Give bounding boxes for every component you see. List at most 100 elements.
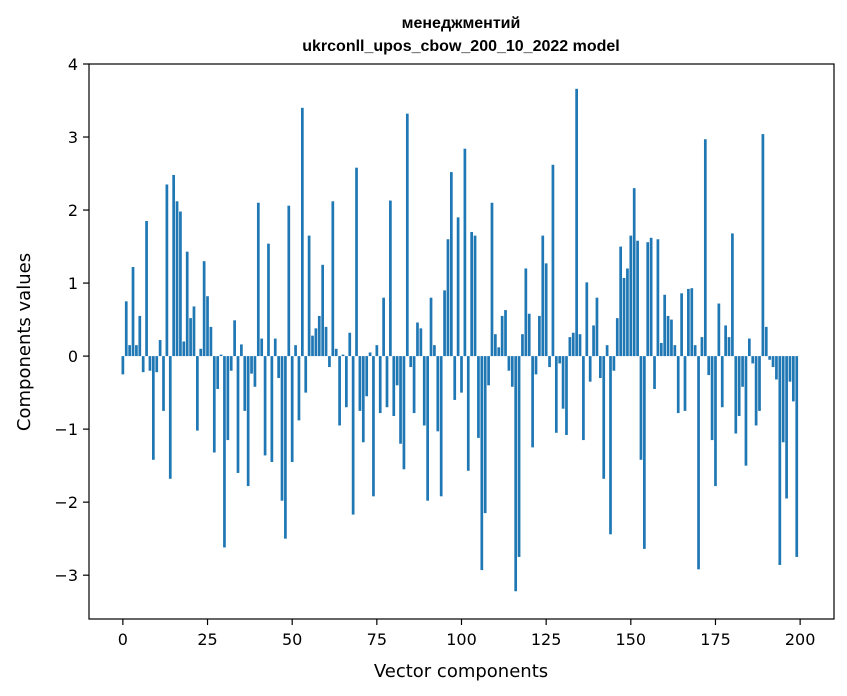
- bar: [243, 356, 247, 411]
- bar: [659, 342, 663, 357]
- bar: [216, 356, 220, 389]
- bar: [385, 356, 389, 408]
- bar: [124, 301, 128, 357]
- bar: [138, 315, 142, 357]
- bar: [426, 356, 429, 501]
- bar: [497, 347, 501, 357]
- bar: [470, 231, 474, 357]
- bar: [792, 356, 795, 402]
- bar: [605, 345, 609, 357]
- bar: [175, 201, 179, 357]
- y-tick-label: 0: [68, 347, 78, 366]
- bar: [236, 356, 240, 473]
- bar: [795, 356, 799, 557]
- bar: [703, 139, 707, 357]
- bar: [185, 251, 189, 357]
- bar: [422, 356, 426, 426]
- bar: [439, 356, 443, 497]
- bar: [378, 356, 382, 414]
- bar: [148, 356, 152, 371]
- bar: [477, 356, 480, 438]
- bar: [731, 233, 734, 357]
- bar: [480, 356, 484, 571]
- bar: [629, 235, 633, 357]
- bar: [172, 175, 176, 357]
- bar: [162, 356, 165, 411]
- bar: [717, 303, 721, 357]
- x-tick-label: 125: [531, 630, 562, 649]
- bar: [141, 356, 145, 373]
- bar: [202, 261, 206, 357]
- y-axis-label: Components values: [14, 253, 35, 431]
- bar: [636, 240, 639, 357]
- bar: [544, 263, 548, 357]
- bar: [680, 293, 683, 357]
- bar: [656, 239, 660, 357]
- bar: [324, 326, 328, 357]
- y-tick-label: −3: [54, 566, 78, 585]
- bar: [490, 202, 494, 357]
- bar: [690, 288, 694, 357]
- bar: [683, 356, 687, 411]
- bar: [256, 202, 260, 357]
- bar: [405, 113, 409, 357]
- bar: [643, 356, 646, 549]
- bar: [311, 335, 314, 357]
- bar: [284, 356, 287, 539]
- bar: [253, 356, 257, 387]
- bar: [548, 356, 551, 368]
- bar: [453, 356, 457, 400]
- bar: [473, 235, 477, 357]
- bar: [307, 235, 311, 357]
- bar: [182, 341, 186, 357]
- bar: [554, 356, 558, 433]
- bar: [206, 296, 209, 357]
- bar: [541, 235, 545, 357]
- bar: [240, 344, 243, 357]
- bar: [365, 356, 369, 397]
- x-tick-label: 100: [446, 630, 477, 649]
- bar: [565, 356, 568, 435]
- x-tick-label: 75: [367, 630, 387, 649]
- y-tick-label: −1: [54, 420, 78, 439]
- bar: [558, 356, 562, 364]
- bar: [707, 356, 711, 376]
- bar: [334, 348, 338, 357]
- bar: [649, 237, 653, 357]
- y-tick-label: −2: [54, 493, 78, 512]
- x-tick-label: 150: [616, 630, 647, 649]
- bar: [764, 326, 768, 357]
- bar: [585, 282, 589, 357]
- bar: [524, 268, 528, 357]
- bar: [734, 356, 738, 434]
- bar: [409, 356, 413, 368]
- bar: [395, 356, 399, 386]
- bar: [436, 356, 440, 432]
- bar: [710, 356, 714, 441]
- bar: [592, 325, 595, 357]
- bar: [788, 356, 792, 382]
- bar: [741, 356, 744, 387]
- x-tick-label: 175: [700, 630, 731, 649]
- bar: [443, 290, 446, 357]
- bar: [372, 356, 375, 497]
- bar: [260, 338, 264, 357]
- bar: [758, 356, 761, 411]
- bar: [233, 320, 236, 357]
- bar: [368, 352, 372, 357]
- bar: [676, 356, 680, 414]
- bar: [328, 356, 331, 368]
- bar: [687, 288, 690, 357]
- bar: [345, 356, 348, 408]
- bar: [416, 322, 419, 357]
- bar: [612, 356, 616, 371]
- bar: [209, 326, 213, 357]
- bar: [199, 348, 203, 357]
- bar: [598, 356, 602, 379]
- bar: [751, 356, 755, 364]
- bar: [331, 201, 335, 357]
- bar: [626, 268, 629, 357]
- bar: [392, 356, 396, 416]
- bar: [781, 356, 785, 443]
